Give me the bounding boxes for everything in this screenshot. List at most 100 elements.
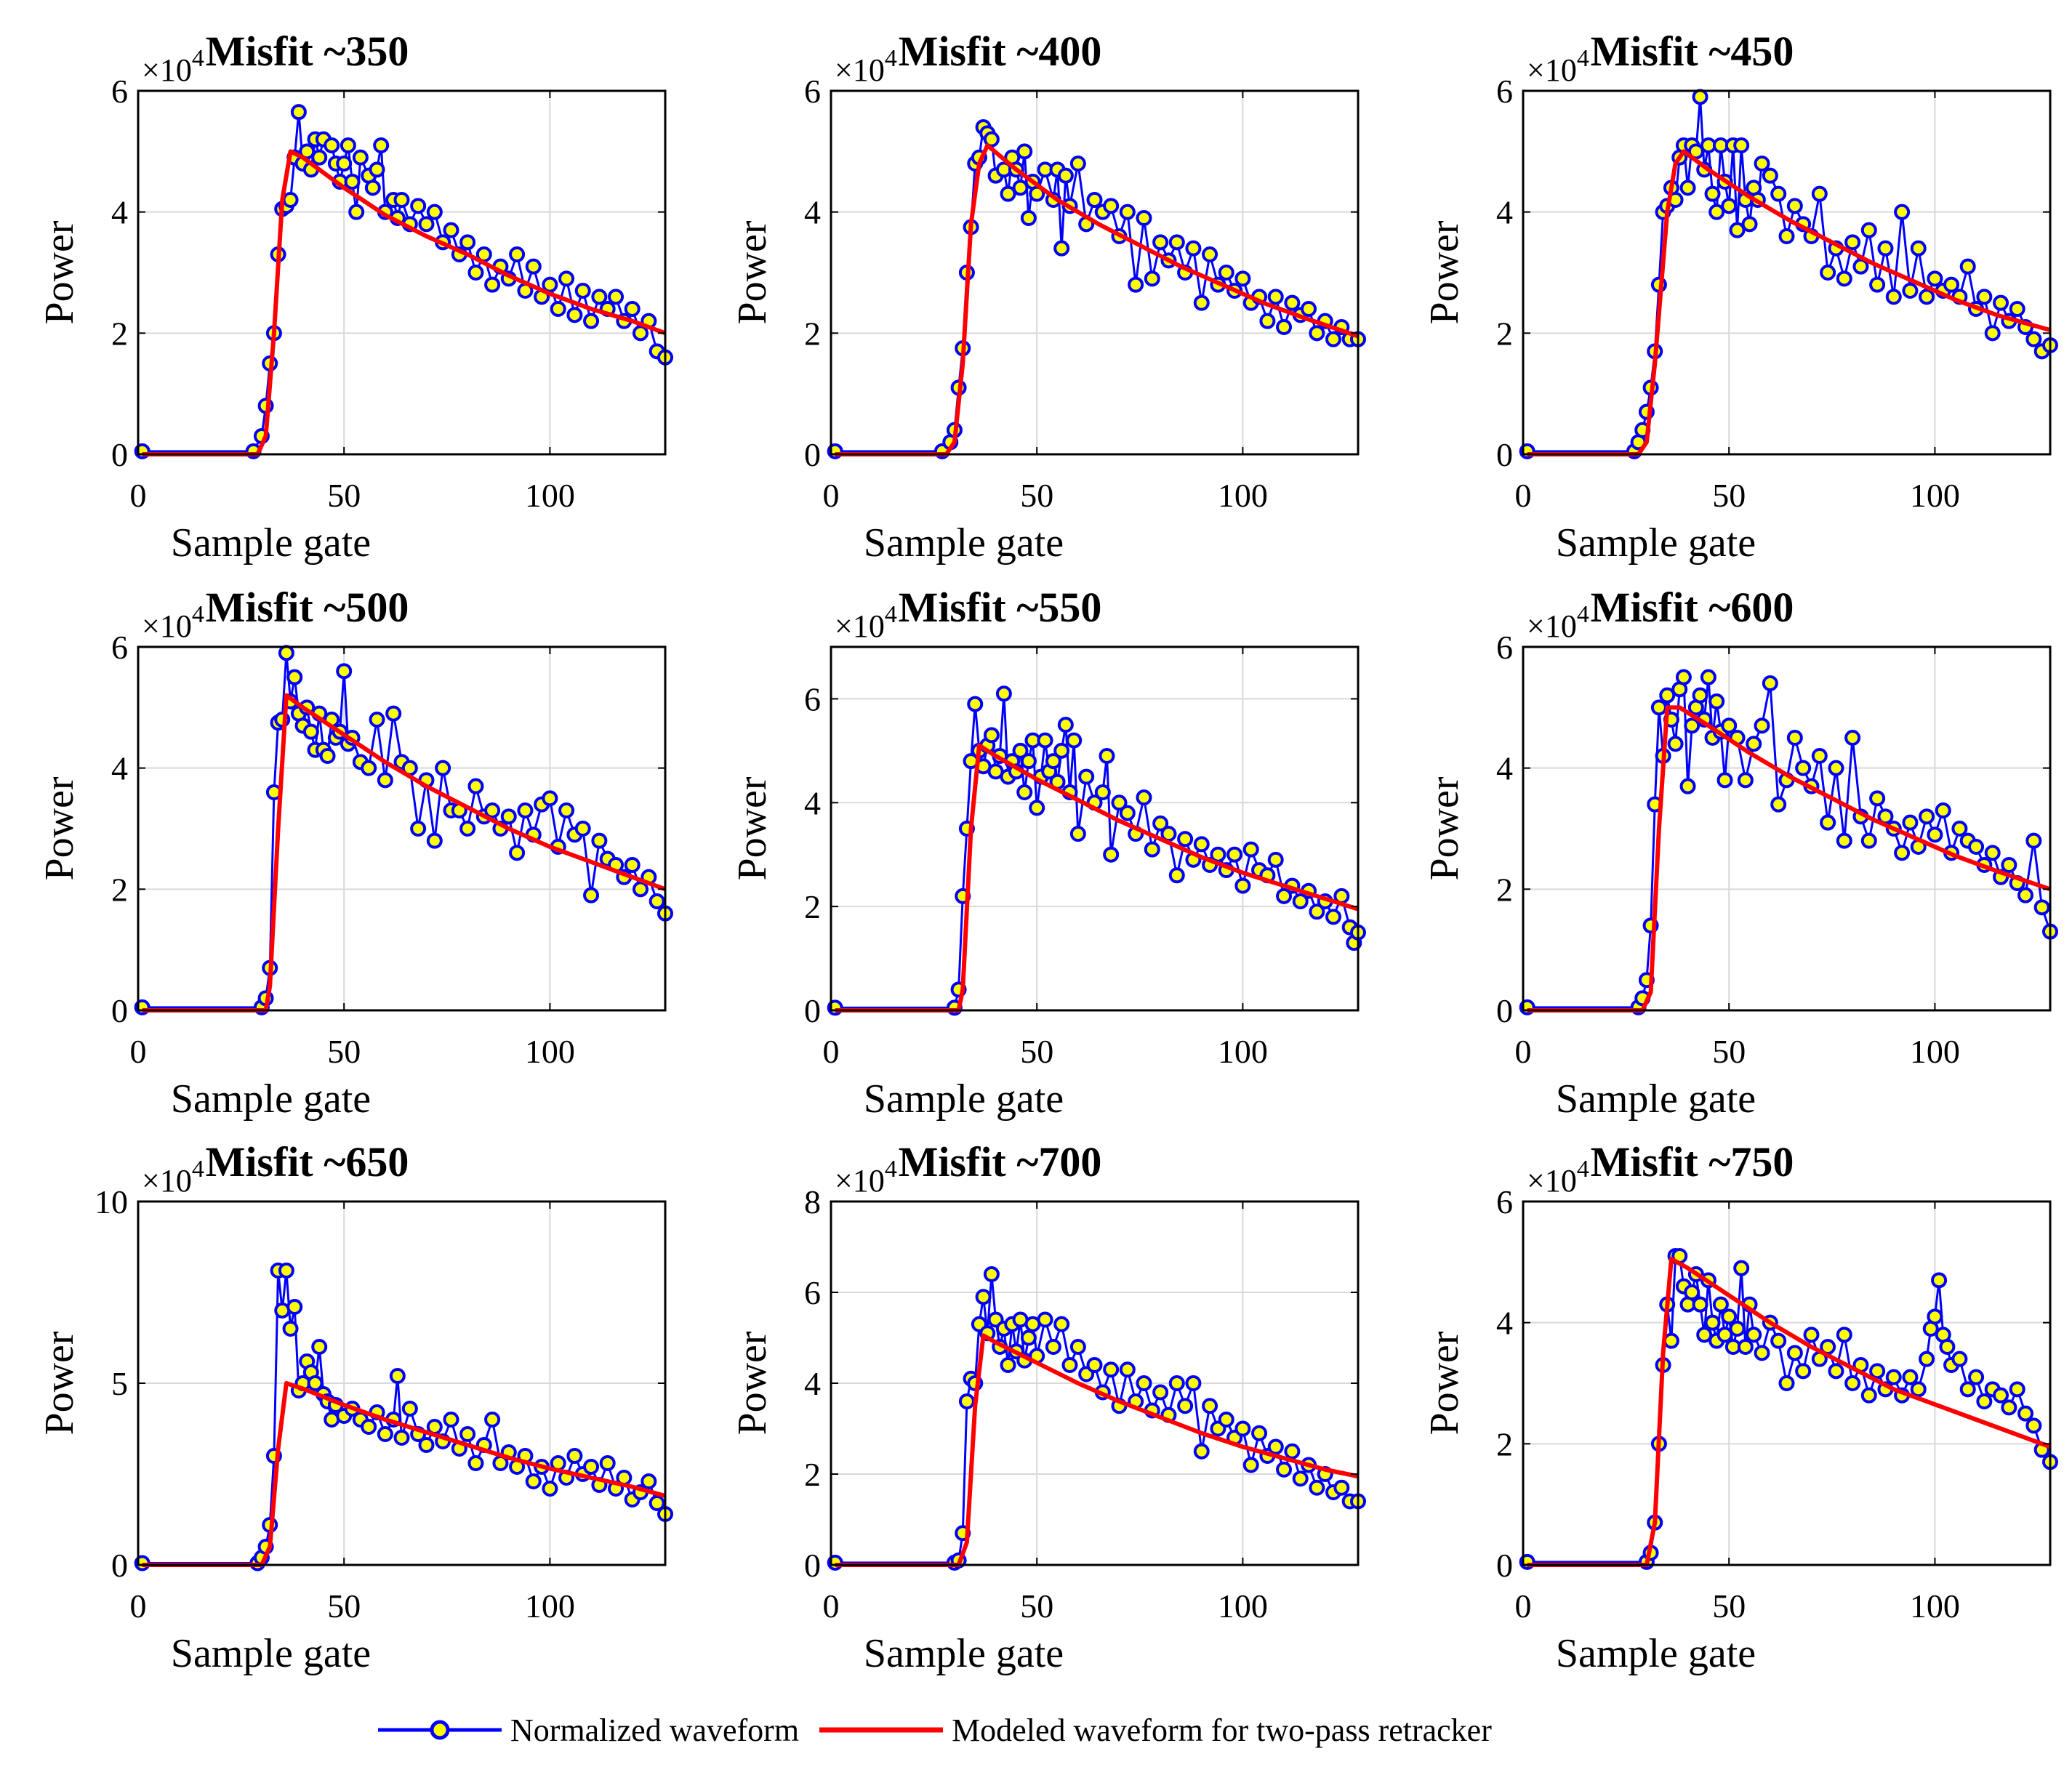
x-tick-label: 100 — [525, 1587, 575, 1625]
y-axis-label: Power — [37, 776, 82, 880]
normalized-waveform-point — [435, 760, 451, 776]
normalized-waveform-point — [2017, 1405, 2034, 1422]
normalized-waveform-point — [1069, 826, 1086, 842]
normalized-waveform-point — [484, 1412, 501, 1428]
normalized-waveform-point — [1852, 258, 1869, 275]
normalized-waveform-line — [835, 693, 1360, 1009]
axes-box — [137, 89, 667, 456]
exponent-label: ×104 — [1527, 45, 1589, 88]
normalized-waveform-point — [2009, 301, 2025, 317]
x-tick-label: 50 — [1712, 477, 1746, 514]
normalized-waveform-point — [1301, 301, 1317, 317]
exponent-label: ×104 — [142, 45, 204, 88]
normalized-waveform-point — [1737, 1339, 1754, 1355]
normalized-waveform-point — [1210, 846, 1226, 863]
normalized-waveform-point — [983, 727, 1000, 744]
modeled-waveform-line — [142, 693, 667, 1013]
normalized-waveform-point — [542, 276, 558, 293]
normalized-waveform-point — [377, 1426, 393, 1442]
y-tick-label: 0 — [111, 1547, 128, 1584]
normalized-waveform-point — [1168, 234, 1185, 251]
normalized-waveform-point — [426, 204, 443, 220]
normalized-waveform-point — [1733, 1260, 1750, 1276]
y-tick-label: 2 — [804, 888, 821, 925]
normalized-waveform-point — [1094, 784, 1111, 800]
normalized-waveform-point — [1679, 778, 1696, 794]
normalized-waveform-point — [1910, 1381, 1927, 1398]
normalized-waveform-point — [1844, 1375, 1861, 1391]
normalized-waveform-point — [1218, 265, 1234, 281]
normalized-waveform-point — [1746, 1327, 1762, 1343]
normalized-waveform-point — [1836, 1327, 1852, 1343]
subplot-title: Misfit ~450 — [1591, 28, 1794, 75]
normalized-waveform-point — [1984, 845, 2001, 861]
normalized-waveform-point — [311, 149, 328, 166]
normalized-waveform-point — [1103, 198, 1120, 214]
exponent-power: 4 — [192, 45, 204, 72]
normalized-waveform-point — [1000, 185, 1016, 202]
normalized-waveform-point — [1951, 1351, 1968, 1367]
normalized-waveform-point — [1016, 143, 1033, 160]
x-tick-label: 100 — [525, 1033, 575, 1070]
normalized-waveform-point — [558, 802, 575, 818]
normalized-waveform-point — [1778, 228, 1795, 244]
x-axis-label: Sample gate — [864, 520, 1064, 565]
normalized-waveform-point — [484, 802, 501, 818]
exponent-label: ×104 — [1527, 601, 1589, 644]
normalized-waveform-point — [1836, 270, 1852, 287]
y-tick-label: 6 — [1496, 73, 1513, 110]
normalized-waveform-point — [1795, 760, 1812, 776]
modeled-waveform-line — [835, 1333, 1359, 1567]
normalized-waveform-point — [418, 1437, 435, 1453]
normalized-waveform-point — [1844, 730, 1861, 746]
axes-box — [137, 645, 667, 1012]
normalized-waveform-point — [1168, 1375, 1185, 1391]
normalized-waveform-point — [1811, 748, 1828, 764]
normalized-waveform-point — [307, 1375, 324, 1391]
normalized-waveform-point — [336, 156, 353, 172]
x-tick-label: 100 — [525, 477, 575, 514]
normalized-waveform-point — [1242, 1457, 1259, 1473]
normalized-waveform-point — [1144, 270, 1160, 287]
normalized-waveform-point — [967, 696, 984, 712]
normalized-waveform-point — [1951, 821, 1968, 837]
normalized-waveform-point — [1860, 832, 1877, 849]
normalized-waveform-point — [1762, 167, 1778, 184]
normalized-waveform-point — [1754, 156, 1770, 172]
normalized-waveform-point — [278, 1263, 294, 1279]
normalized-waveform-point — [1943, 276, 1960, 293]
normalized-waveform-point — [1185, 240, 1202, 257]
exponent-power: 4 — [1577, 601, 1589, 628]
normalized-waveform-point — [1869, 790, 1886, 807]
normalized-waveform-point — [1119, 1361, 1136, 1378]
normalized-waveform-point — [648, 893, 665, 909]
x-axis-label: Sample gate — [1556, 1631, 1756, 1676]
normalized-waveform-point — [1993, 294, 2009, 311]
normalized-waveform-line — [835, 1273, 1358, 1564]
normalized-waveform-point — [558, 270, 575, 287]
normalized-waveform-point — [1202, 1398, 1218, 1414]
normalized-waveform-point — [566, 1448, 583, 1464]
y-tick-label: 6 — [1496, 1183, 1513, 1220]
normalized-waveform-point — [633, 881, 649, 898]
normalized-waveform-point — [1700, 669, 1716, 685]
normalized-waveform-point — [1733, 137, 1750, 153]
normalized-waveform-point — [1057, 717, 1074, 733]
normalized-waveform-point — [1869, 1363, 1886, 1380]
normalized-waveform-point — [1860, 1387, 1877, 1404]
x-tick-label: 50 — [327, 477, 361, 514]
normalized-waveform-point — [1202, 246, 1218, 262]
y-tick-label: 4 — [804, 784, 821, 821]
y-tick-label: 8 — [804, 1183, 821, 1220]
normalized-waveform-point — [1968, 839, 1985, 855]
normalized-waveform-point — [2009, 1381, 2025, 1398]
normalized-waveform-point — [1716, 1327, 1733, 1343]
normalized-waveform-point — [1968, 1369, 1985, 1385]
normalized-waveform-point — [1902, 814, 1919, 831]
normalized-waveform-point — [1820, 265, 1836, 281]
normalized-waveform-point — [1276, 1461, 1293, 1478]
normalized-waveform-point — [286, 1299, 303, 1315]
normalized-waveform-point — [1721, 1308, 1738, 1325]
modeled-waveform-line — [1527, 705, 2051, 1013]
